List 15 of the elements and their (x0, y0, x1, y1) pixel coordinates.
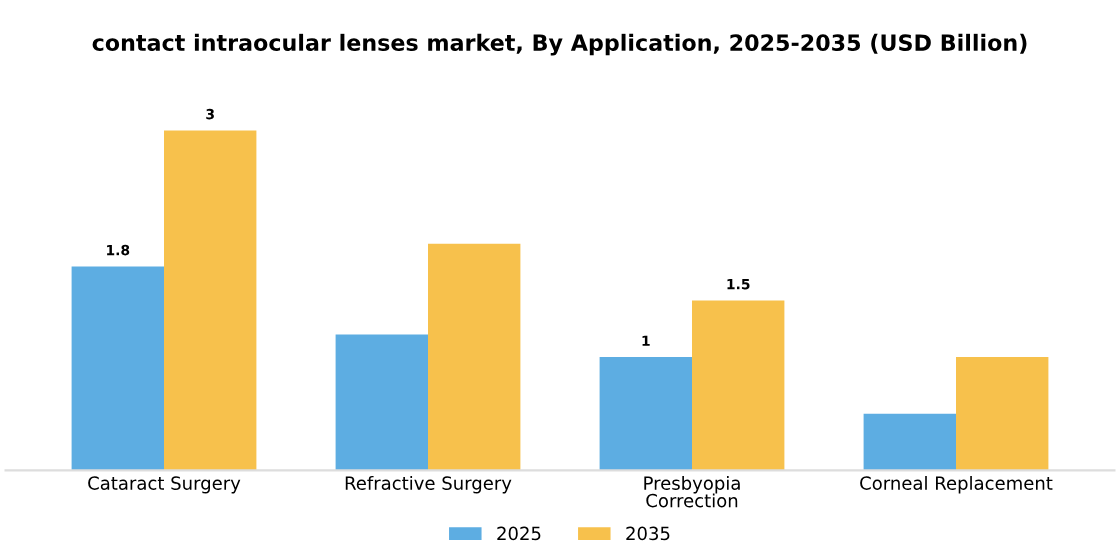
bar (335, 334, 428, 471)
x-tick-label: Presbyopia Correction (644, 475, 740, 508)
bar (863, 413, 956, 471)
bar (428, 243, 521, 471)
legend-label: 2035 (626, 526, 670, 541)
bar (599, 357, 692, 471)
chart-title: contact intraocular lenses market, By Application, 2025-2035 (USD Billion) (92, 33, 1027, 56)
x-tick-label: Cataract Surgery (88, 476, 241, 494)
bar (692, 300, 785, 471)
bar (71, 266, 164, 471)
legend-label: 2025 (497, 526, 541, 541)
x-tick-label: Corneal Replacement (860, 475, 1053, 494)
bar (956, 357, 1049, 471)
x-tick-label: Refractive Surgery (345, 475, 512, 494)
bar (164, 130, 257, 471)
